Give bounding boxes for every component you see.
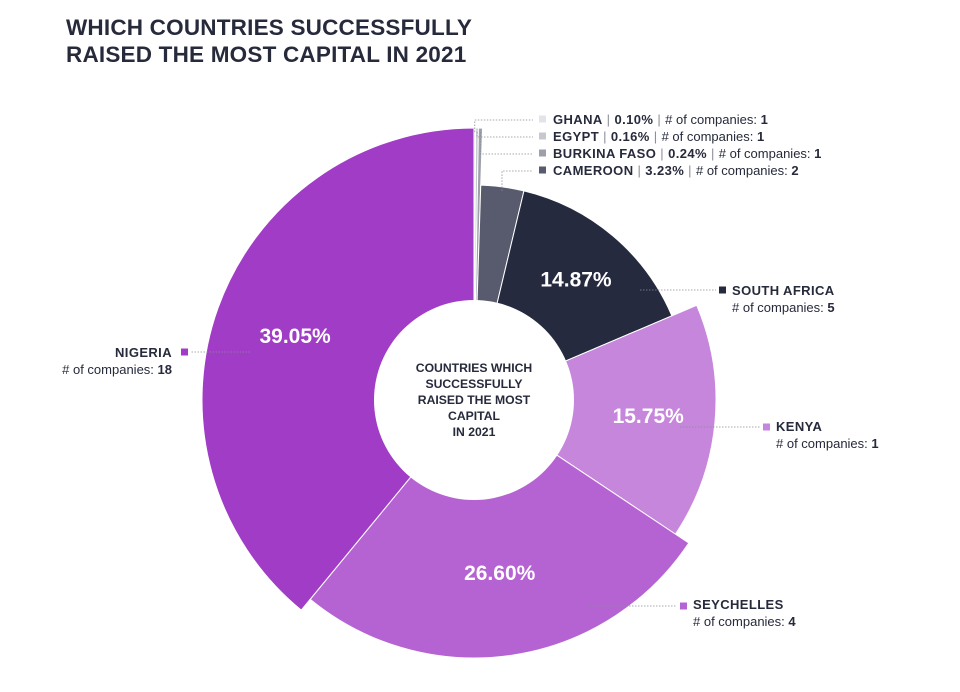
callout-companies-count: 18 (158, 362, 172, 377)
callout-kenya-companies: # of companies: 1 (776, 436, 879, 451)
callout-seychelles-name: SEYCHELLES (693, 597, 784, 612)
leader-cameroon (501, 170, 533, 191)
callout-value: 3.23% (645, 163, 684, 178)
separator: | (707, 146, 719, 161)
callout-value: 0.24% (668, 146, 707, 161)
leader-egypt (476, 132, 533, 138)
callout-companies-label: # of companies: (776, 436, 871, 451)
marker-south-africa (719, 286, 726, 294)
center-label-line-3: RAISED THE MOST (418, 393, 531, 407)
center-label-line-4: CAPITAL (448, 409, 500, 423)
value-label-seychelles: 26.60% (464, 562, 536, 585)
callout-companies-count: 1 (814, 146, 822, 161)
leader-burkina-faso (480, 132, 533, 155)
donut-hole (374, 300, 574, 500)
callout-companies-count: 1 (871, 436, 878, 451)
chart-title-line-1: WHICH COUNTRIES SUCCESSFULLY (66, 15, 473, 40)
callout-companies-label: # of companies: (665, 112, 760, 127)
callout-kenya-name: KENYA (776, 419, 823, 434)
callout-name: CAMEROON (553, 163, 633, 178)
callout-egypt: EGYPT | 0.16% | # of companies: 1 (553, 129, 765, 144)
callout-seychelles-companies: # of companies: 4 (693, 614, 796, 629)
callout-companies-count: 2 (791, 163, 799, 178)
separator: | (684, 163, 696, 178)
center-label-line-5: IN 2021 (453, 425, 496, 439)
callout-companies-label: # of companies: (62, 362, 157, 377)
slice-seychelles (309, 399, 690, 659)
callout-value: 0.16% (611, 129, 650, 144)
callout-companies-count: 1 (761, 112, 769, 127)
separator: | (599, 129, 611, 144)
separator: | (653, 112, 665, 127)
marker-ghana (539, 115, 546, 123)
marker-nigeria (181, 348, 188, 356)
marker-cameroon (539, 166, 546, 174)
callout-companies-count: 4 (788, 614, 796, 629)
callout-name: EGYPT (553, 129, 599, 144)
marker-seychelles (680, 602, 687, 610)
slice-nigeria (201, 127, 475, 611)
callout-cameroon: CAMEROON | 3.23% | # of companies: 2 (553, 163, 799, 178)
callout-burkina-faso: BURKINA FASO | 0.24% | # of companies: 1 (553, 146, 822, 161)
value-label-nigeria: 39.05% (259, 325, 331, 348)
callout-companies-label: # of companies: (696, 163, 791, 178)
callout-companies-label: # of companies: (693, 614, 788, 629)
chart-title-line-2: RAISED THE MOST CAPITAL IN 2021 (66, 42, 467, 67)
callout-ghana: GHANA | 0.10% | # of companies: 1 (553, 112, 768, 127)
marker-kenya (763, 423, 770, 431)
leader-ghana (474, 119, 533, 132)
callout-value: 0.10% (614, 112, 653, 127)
callout-companies-label: # of companies: (662, 129, 757, 144)
separator: | (650, 129, 662, 144)
center-label: COUNTRIES WHICH SUCCESSFULLY RAISED THE … (416, 361, 532, 439)
value-label-kenya: 15.75% (613, 405, 685, 428)
callout-nigeria-companies: # of companies: 18 (62, 362, 172, 377)
callout-companies-count: 1 (757, 129, 765, 144)
center-label-line-2: SUCCESSFULLY (425, 377, 522, 391)
center-label-line-1: COUNTRIES WHICH (416, 361, 532, 375)
callout-name: GHANA (553, 112, 603, 127)
callout-companies-label: # of companies: (732, 300, 827, 315)
separator: | (603, 112, 615, 127)
marker-burkina-faso (539, 149, 546, 157)
chart-title: WHICH COUNTRIES SUCCESSFULLY RAISED THE … (66, 14, 586, 68)
slice-value-labels: 14.87% 15.75% 26.60% 39.05% (259, 268, 684, 585)
callout-nigeria-name: NIGERIA (115, 345, 172, 360)
callout-south-africa-name: SOUTH AFRICA (732, 283, 835, 298)
callout-name: BURKINA FASO (553, 146, 656, 161)
separator: | (633, 163, 645, 178)
value-label-south-africa: 14.87% (540, 268, 612, 291)
marker-egypt (539, 132, 546, 140)
callout-companies-count: 5 (827, 300, 834, 315)
callout-south-africa-companies: # of companies: 5 (732, 300, 835, 315)
callout-companies-label: # of companies: (719, 146, 814, 161)
separator: | (656, 146, 668, 161)
slice-kenya (472, 304, 717, 535)
